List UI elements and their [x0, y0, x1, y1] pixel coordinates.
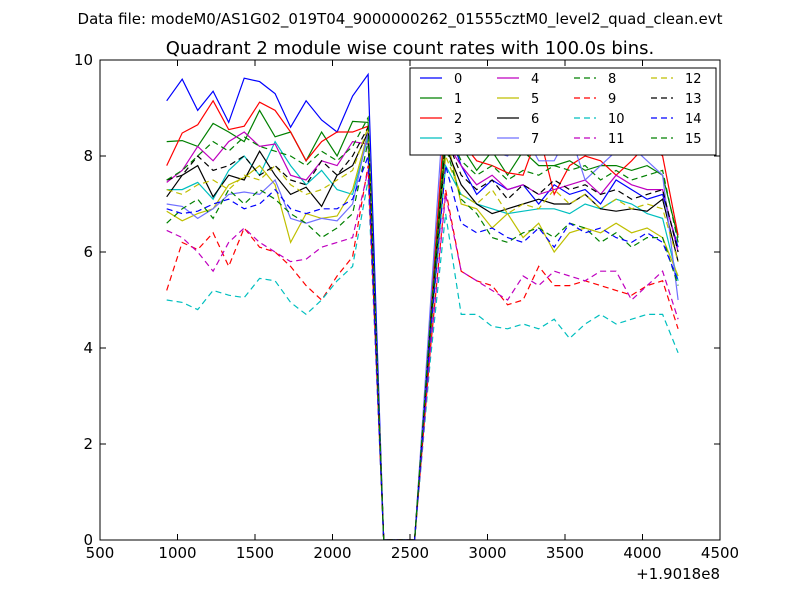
y-tick-label: 0 [83, 531, 93, 549]
x-tick-label: 3500 [546, 544, 584, 562]
x-tick-label: 4500 [701, 544, 739, 562]
y-tick-label: 10 [74, 51, 93, 69]
x-tick-label: 4000 [623, 544, 661, 562]
legend-label-5: 5 [531, 92, 539, 107]
y-tick-label: 2 [83, 435, 93, 453]
series-line-14 [166, 155, 679, 540]
legend-label-6: 6 [531, 112, 539, 127]
legend-label-15: 15 [685, 132, 702, 147]
tick-layer: 500 1000 1500 2000 2500 3000 3500 4000 4500 0 2 4 6 8… [74, 51, 739, 562]
x-tick-label: 500 [86, 544, 115, 562]
y-tick-label: 4 [83, 339, 93, 357]
legend-label-3: 3 [454, 132, 462, 147]
legend-label-11: 11 [608, 132, 625, 147]
legend-label-10: 10 [608, 112, 625, 127]
x-tick-label: 1000 [158, 544, 196, 562]
chart-suptitle: Data file: modeM0/AS1G02_019T04_90000002… [78, 10, 723, 29]
legend-label-9: 9 [608, 92, 616, 107]
x-offset-label: +1.9018e8 [636, 565, 720, 583]
series-line-11 [166, 170, 679, 540]
legend-label-0: 0 [454, 72, 462, 87]
x-tick-label: 2500 [391, 544, 429, 562]
series-layer [166, 72, 679, 540]
x-tick-label: 2000 [313, 544, 351, 562]
y-tick-label: 6 [83, 243, 93, 261]
plot-frame [99, 59, 721, 541]
legend-label-8: 8 [608, 72, 616, 87]
x-tick-label: 1500 [236, 544, 274, 562]
y-tick-label: 8 [83, 147, 93, 165]
legend-label-4: 4 [531, 72, 539, 87]
x-tick-label: 3000 [468, 544, 506, 562]
legend-label-14: 14 [685, 112, 702, 127]
series-line-15 [166, 115, 679, 540]
legend-label-13: 13 [685, 92, 702, 107]
legend-frame [409, 67, 717, 156]
legend-label-2: 2 [454, 112, 462, 127]
legend-label-1: 1 [454, 92, 462, 107]
legend-label-12: 12 [685, 72, 702, 87]
chart-title: Quadrant 2 module wise count rates with … [166, 38, 655, 59]
legend-label-7: 7 [531, 132, 539, 147]
